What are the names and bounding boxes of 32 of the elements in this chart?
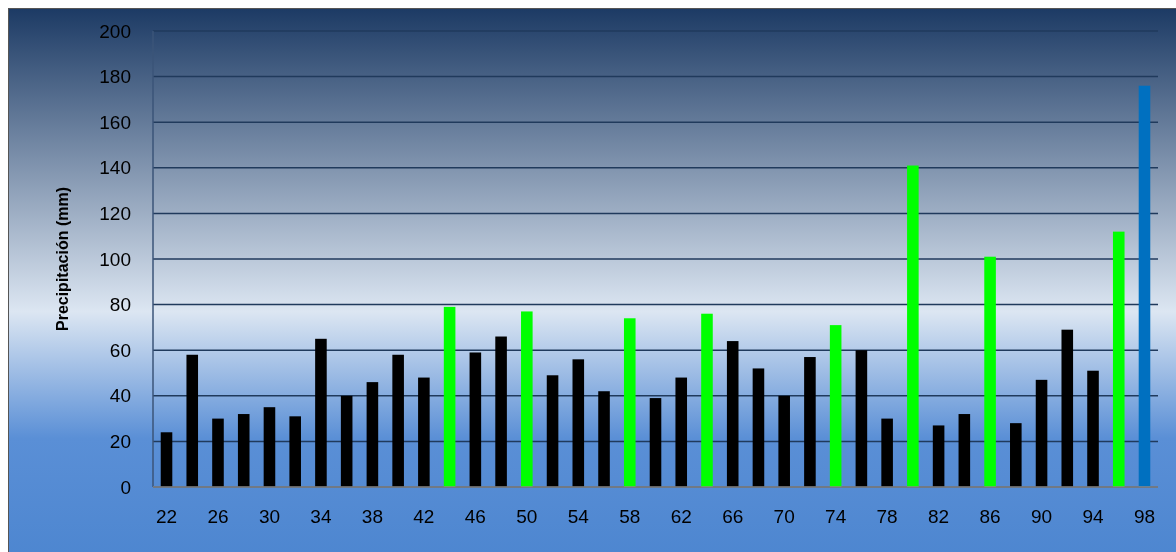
- x-tick-label: 66: [722, 506, 744, 527]
- y-tick-label: 80: [109, 294, 131, 316]
- x-tick-label: 38: [361, 506, 383, 527]
- x-tick-label: 42: [413, 506, 435, 527]
- x-tick-label: 90: [1030, 506, 1053, 527]
- x-tick-label: 30: [258, 506, 281, 527]
- y-tick-label: 120: [99, 203, 131, 225]
- x-tick-label: 46: [464, 506, 486, 527]
- y-tick-label: 40: [109, 385, 131, 407]
- x-tick-label: 22: [155, 506, 178, 527]
- x-tick-label: 54: [567, 506, 590, 527]
- x-tick-label: 74: [825, 506, 847, 527]
- y-tick-label: 100: [99, 248, 131, 270]
- x-tick-label: 86: [979, 506, 1001, 527]
- x-tick-label: 70: [773, 506, 795, 527]
- x-tick-label: 62: [670, 506, 692, 527]
- y-tick-label: 180: [99, 66, 131, 88]
- y-tick-label: 0: [120, 476, 131, 498]
- x-tick-label: 78: [876, 506, 898, 527]
- x-tick-label: 94: [1082, 506, 1105, 527]
- x-tick-label: 58: [619, 506, 641, 527]
- x-tick-label: 34: [310, 506, 332, 527]
- x-tick-label: 50: [516, 506, 538, 527]
- x-tick-label: 26: [207, 506, 229, 527]
- y-axis-title: Precipitación (mm): [54, 186, 71, 332]
- y-tick-label: 20: [109, 431, 131, 453]
- y-tick-label: 160: [99, 111, 131, 133]
- x-tick-label: 98: [1133, 506, 1156, 527]
- y-tick-label: 60: [109, 339, 131, 361]
- y-tick-label: 200: [99, 20, 131, 42]
- x-tick-label: 82: [928, 506, 950, 527]
- y-tick-label: 140: [99, 157, 131, 179]
